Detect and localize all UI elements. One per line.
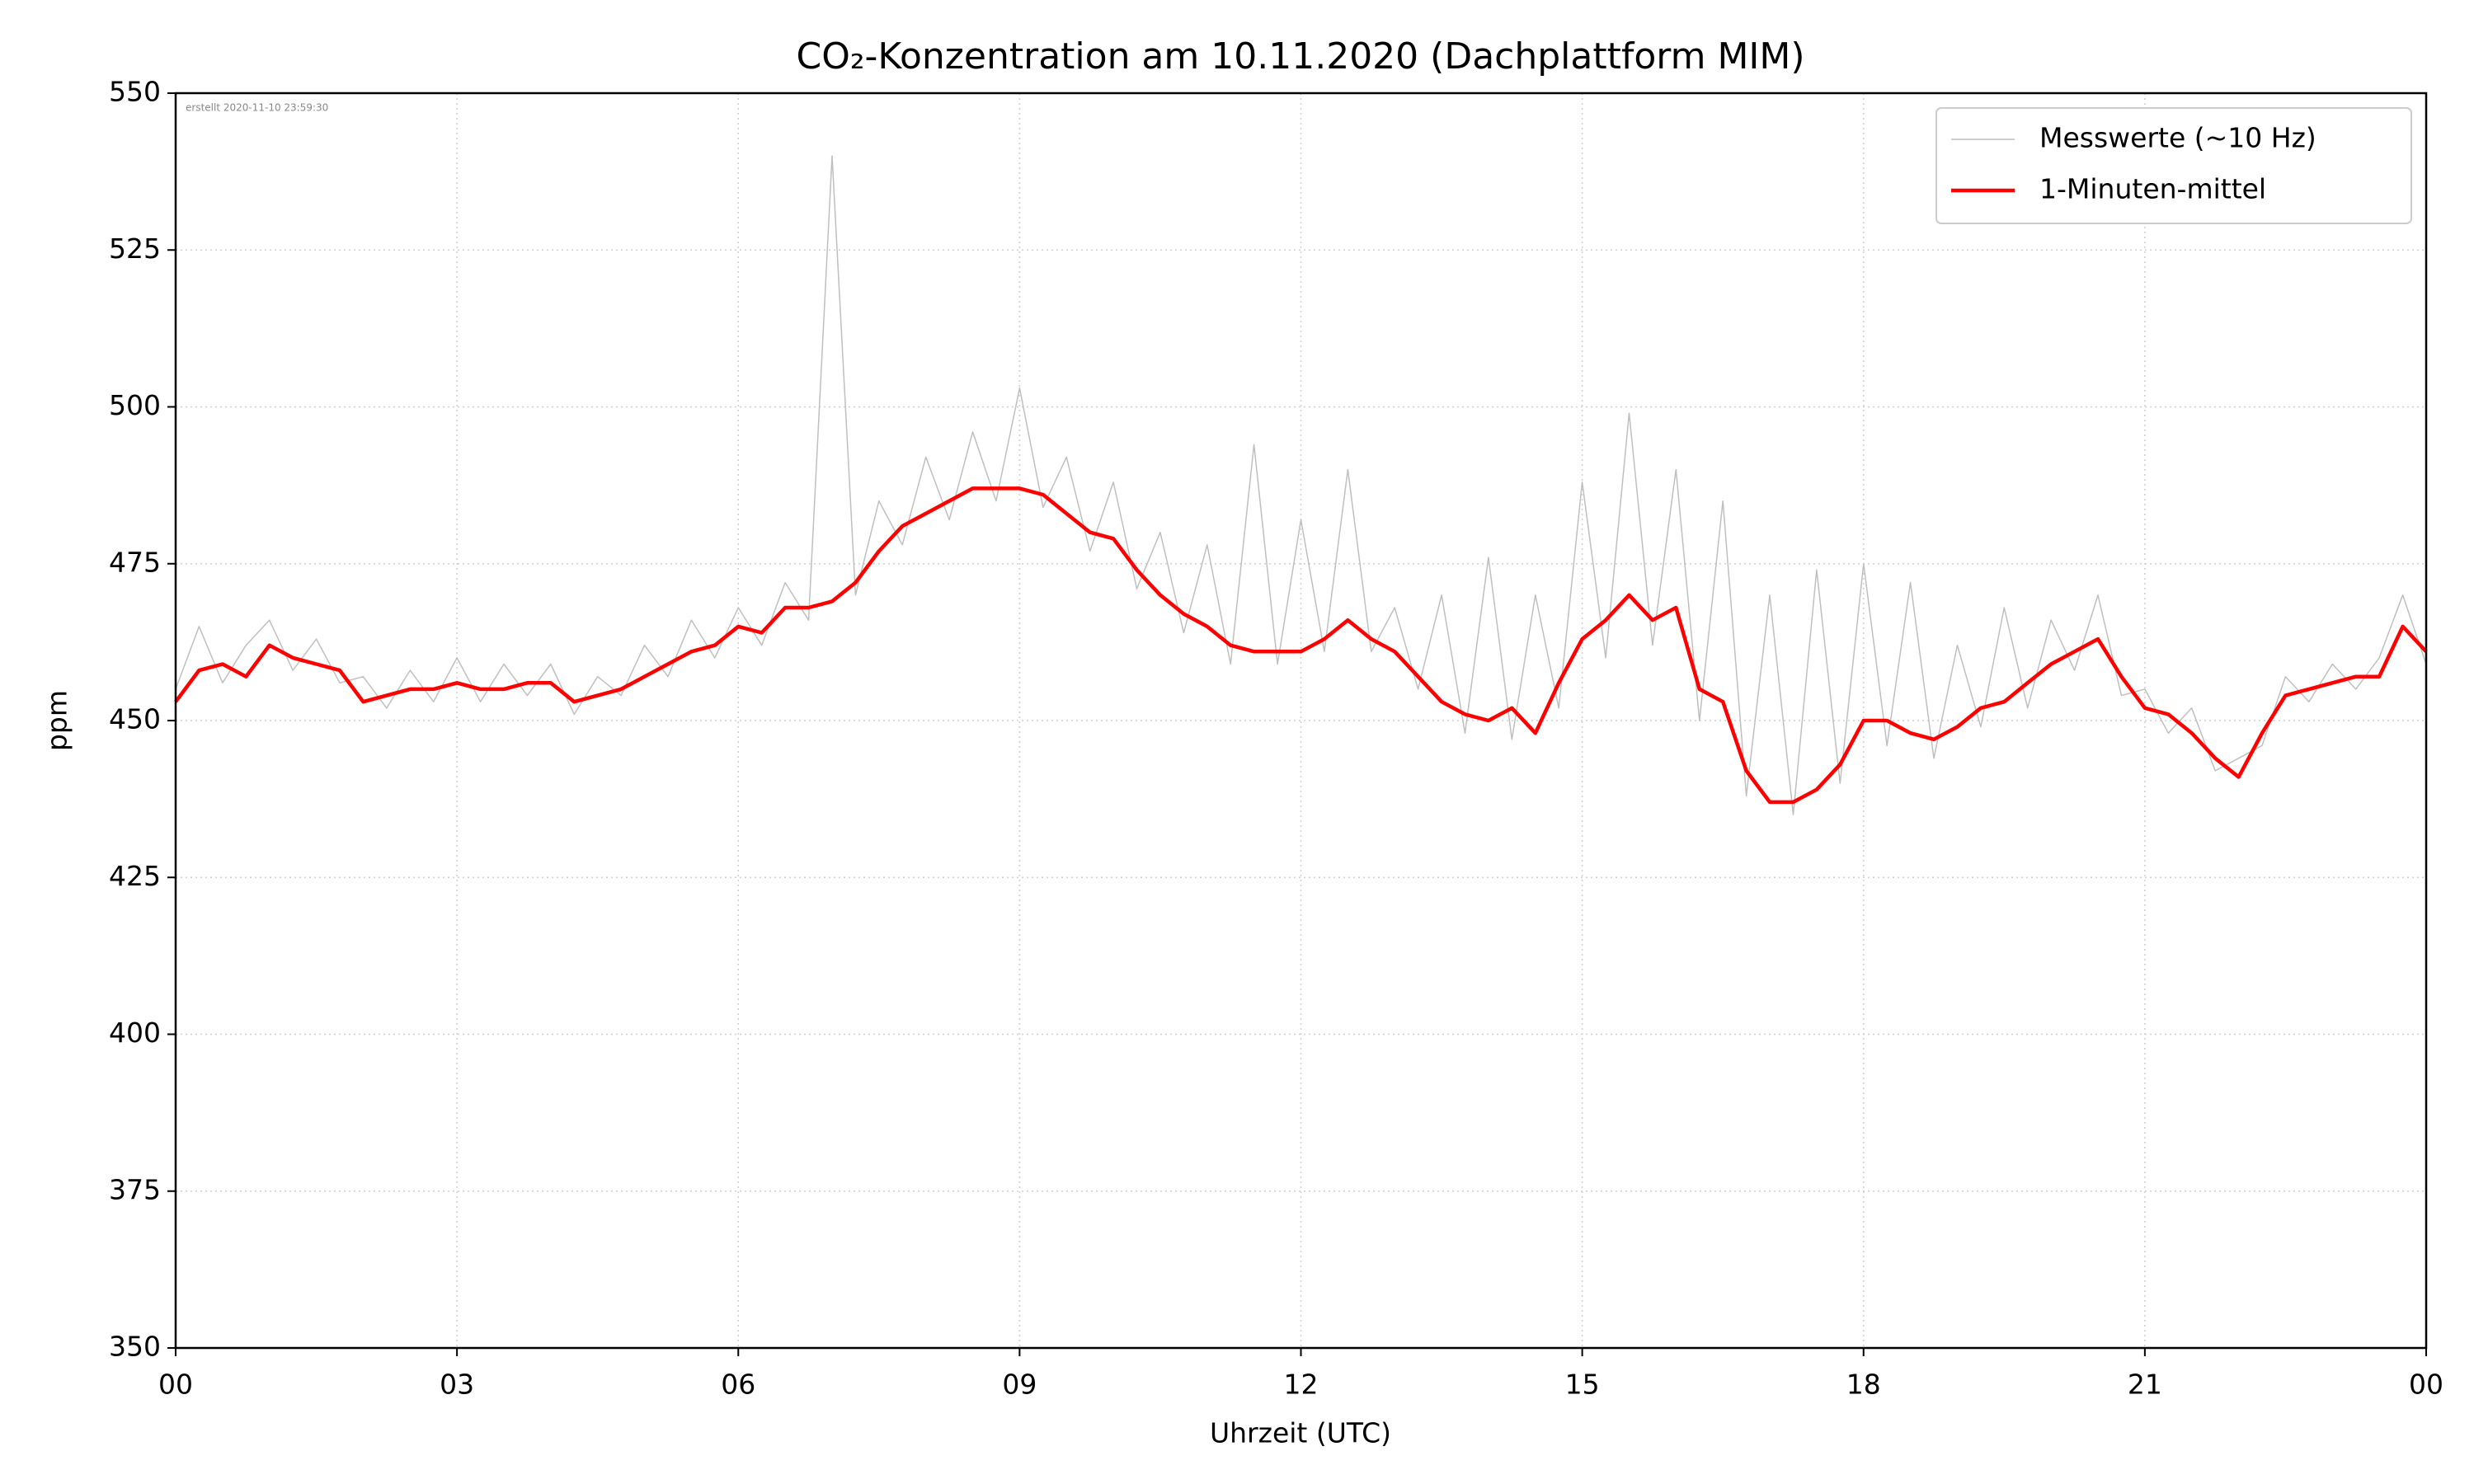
x-tick-label: 18 [1846,1369,1881,1401]
x-tick-label: 00 [158,1369,193,1401]
y-tick-label: 550 [109,76,161,108]
y-axis-label: ppm [41,690,73,751]
x-tick-label: 12 [1284,1369,1319,1401]
y-tick-label: 475 [109,546,161,578]
y-tick-label: 375 [109,1173,161,1205]
legend: Messwerte (~10 Hz) 1-Minuten-mittel [1935,107,2412,224]
legend-label: 1-Minuten-mittel [2039,173,2266,205]
legend-label: Messwerte (~10 Hz) [2039,122,2316,154]
x-tick-label: 09 [1002,1369,1037,1401]
annotation: erstellt 2020-11-10 23:59:30 [186,102,328,114]
x-tick-label: 06 [721,1369,755,1401]
y-tick-label: 525 [109,232,161,265]
x-tick-label: 03 [440,1369,474,1401]
x-tick-label: 15 [1565,1369,1600,1401]
x-axis-label: Uhrzeit (UTC) [1210,1417,1391,1449]
legend-frame [1935,107,2412,224]
data-line [174,486,2428,805]
y-tick-label: 425 [109,860,161,892]
x-tick-label: 00 [2409,1369,2443,1401]
y-tick-label: 350 [109,1331,161,1363]
plot-frame [174,92,2428,1350]
y-tick-label: 400 [109,1017,161,1049]
data-line [175,155,2427,815]
y-tick-label: 500 [109,389,161,421]
y-tick-label: 450 [109,703,161,735]
x-tick-label: 21 [2128,1369,2162,1401]
chart-title: CO₂-Konzentration am 10.11.2020 (Dachpla… [796,35,1804,77]
